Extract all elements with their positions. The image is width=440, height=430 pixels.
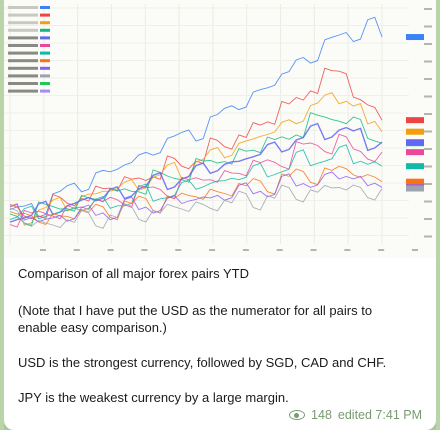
series-line-10 [9, 184, 383, 229]
series-line-3 [9, 92, 383, 226]
chart-price-tags [406, 34, 424, 192]
x-tick-mark [73, 249, 80, 251]
legend-swatch [40, 51, 50, 55]
forex-line-chart [4, 0, 436, 258]
legend-swatch [40, 74, 50, 78]
background-right [436, 0, 440, 430]
x-tick-mark [242, 249, 249, 251]
series-line-5 [9, 122, 383, 223]
price-tag-5 [406, 139, 424, 146]
legend-entry [8, 59, 38, 63]
x-tick-mark [107, 249, 114, 251]
message-text: Comparison of all major forex pairs YTD … [4, 258, 436, 430]
message-line-3: (Note that I have put the USD as the num… [18, 303, 373, 318]
legend-entry [8, 6, 38, 9]
message-line-6: USD is the strongest currency, followed … [18, 355, 387, 370]
y-tick-mark [424, 148, 432, 150]
x-tick-mark [175, 249, 182, 251]
price-tag-6 [406, 149, 424, 156]
price-tag-3 [406, 128, 424, 135]
x-tick-mark [40, 249, 46, 251]
legend-swatch [40, 28, 50, 32]
legend-swatch [40, 89, 50, 93]
legend-entry [8, 21, 38, 25]
y-tick-mark [424, 78, 432, 80]
series-line-4 [9, 112, 383, 226]
legend-entry [8, 44, 38, 47]
price-tag-10 [406, 185, 424, 192]
message-line-1: Comparison of all major forex pairs YTD [18, 266, 249, 281]
legend-entry [8, 28, 38, 32]
price-tag-1 [406, 34, 424, 41]
x-tick-mark [310, 249, 317, 251]
y-tick-mark [424, 113, 432, 115]
price-tag-7 [406, 163, 424, 170]
y-tick-mark [424, 218, 432, 220]
y-tick-mark [424, 8, 432, 10]
price-tag-8 [406, 178, 424, 185]
legend-entry [8, 82, 38, 85]
series-line-6 [9, 133, 383, 228]
legend-entry [8, 66, 38, 70]
series-line-8 [9, 165, 383, 226]
message-meta: 148 edited 7:41 PM [289, 408, 422, 422]
x-tick-mark [344, 249, 351, 251]
x-tick-mark [412, 249, 418, 251]
legend-swatch [40, 36, 50, 40]
y-tick-mark [424, 183, 432, 185]
y-tick-mark [424, 25, 432, 28]
series-line-7 [9, 144, 383, 221]
y-tick-mark [424, 200, 432, 203]
views-count: 148 [311, 408, 332, 422]
y-tick-mark [424, 165, 432, 168]
legend-swatch [40, 21, 50, 25]
chart-series-group [9, 16, 383, 229]
legend-entry [8, 74, 38, 78]
chart-axis [40, 8, 432, 251]
legend-swatch [40, 66, 50, 70]
price-tag-2 [406, 117, 424, 124]
x-tick-mark [378, 249, 385, 251]
chart-legend [8, 6, 50, 93]
y-tick-mark [424, 130, 432, 133]
legend-entry [8, 36, 38, 40]
series-line-9 [9, 171, 383, 223]
y-tick-mark [424, 43, 432, 45]
forex-chart-image[interactable] [4, 0, 436, 258]
message-line-4: enable easy comparison.) [18, 320, 167, 335]
legend-swatch [40, 59, 50, 63]
x-tick-mark [141, 249, 148, 251]
edited-timestamp: edited 7:41 PM [337, 408, 422, 422]
legend-swatch [40, 44, 50, 47]
x-tick-mark [276, 249, 283, 251]
message-bubble: Comparison of all major forex pairs YTD … [4, 0, 436, 430]
legend-entry [8, 13, 38, 17]
background-left [0, 0, 4, 430]
y-tick-mark [424, 95, 432, 98]
legend-entry [8, 51, 38, 55]
views-eye-icon [289, 410, 306, 420]
legend-entry [8, 89, 38, 93]
series-line-1 [9, 16, 383, 218]
x-tick-mark [209, 249, 216, 251]
y-tick-mark [424, 235, 432, 238]
y-tick-mark [424, 60, 432, 63]
legend-swatch [40, 13, 50, 17]
legend-swatch [40, 6, 50, 9]
legend-swatch [40, 82, 50, 85]
message-line-8: JPY is the weakest currency by a large m… [18, 390, 289, 405]
